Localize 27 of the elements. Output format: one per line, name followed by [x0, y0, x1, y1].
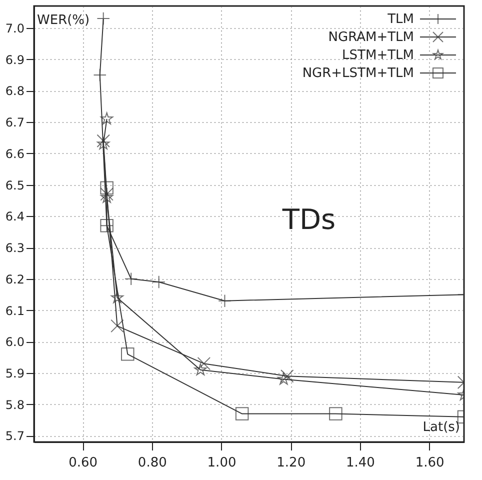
- annotation: TDs: [281, 203, 336, 236]
- y-tick-label: 6.1: [5, 304, 24, 318]
- legend-label: NGR+LSTM+TLM: [302, 66, 414, 81]
- x-tick-label: 1.20: [276, 456, 306, 470]
- x-tick-label: 0.60: [68, 456, 98, 470]
- y-axis-title: WER(%): [37, 13, 90, 28]
- y-tick-label: 6.4: [5, 210, 24, 224]
- y-tick-label: 6.0: [5, 335, 24, 350]
- x-tick-label: 1.60: [415, 456, 444, 470]
- y-tick-label: 5.8: [5, 398, 24, 412]
- x-tick-label: 1.00: [207, 456, 236, 470]
- y-tick-label: 6.3: [5, 241, 24, 256]
- x-axis-title: Lat(s): [422, 420, 460, 435]
- y-tick-label: 5.9: [5, 366, 24, 380]
- x-tick-label: 1.40: [346, 456, 375, 470]
- y-tick-label: 6.2: [5, 272, 24, 286]
- legend-label: TLM: [386, 12, 414, 27]
- y-tick-label: 6.6: [5, 146, 24, 161]
- y-tick-label: 5.7: [5, 429, 24, 444]
- y-tick-label: 7.0: [5, 21, 24, 36]
- y-tick-label: 6.7: [5, 116, 24, 130]
- x-tick-label: 0.80: [138, 456, 167, 470]
- y-tick-label: 6.5: [5, 178, 24, 192]
- legend-label: LSTM+TLM: [342, 48, 414, 63]
- y-tick-label: 6.9: [5, 52, 24, 67]
- y-tick-label: 6.8: [5, 84, 24, 98]
- legend-label: NGRAM+TLM: [328, 30, 414, 45]
